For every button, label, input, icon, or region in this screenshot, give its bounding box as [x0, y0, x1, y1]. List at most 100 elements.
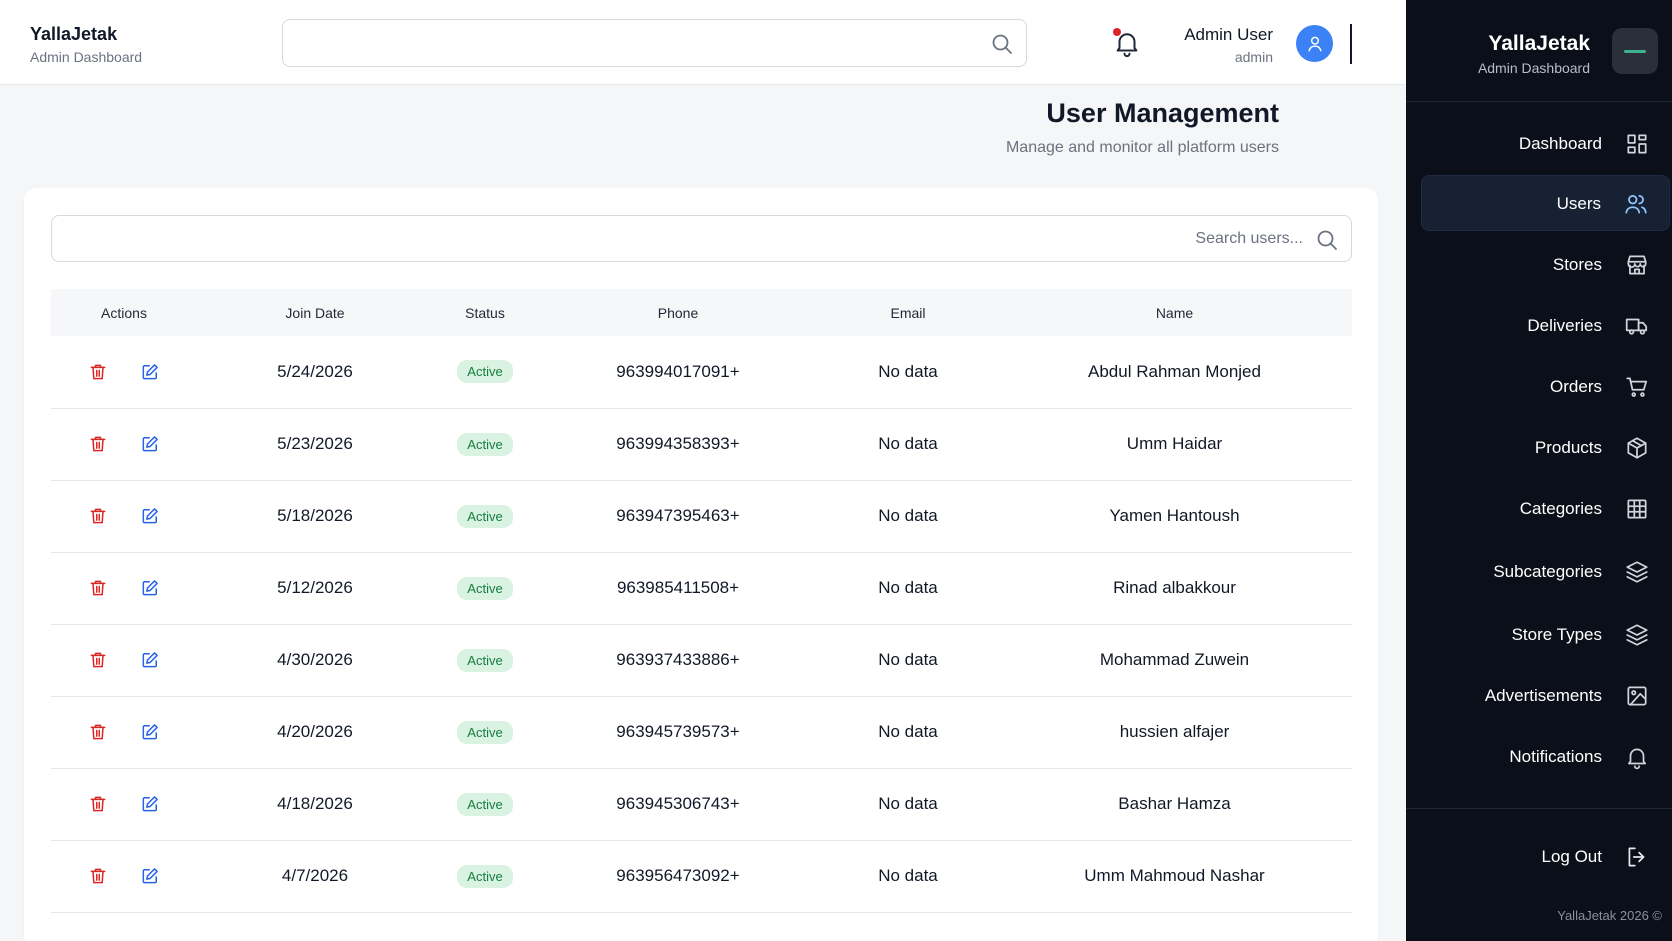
sidebar-item-orders[interactable]: Orders	[1421, 359, 1670, 415]
edit-user-button[interactable]	[138, 576, 162, 600]
truck-icon	[1625, 318, 1648, 335]
column-header-join-date[interactable]: Join Date	[285, 304, 345, 321]
phone-cell: 963937433886+	[616, 650, 740, 669]
email-cell: No data	[878, 866, 938, 885]
user-search-input[interactable]	[52, 216, 1351, 261]
sidebar-brand: YallaJetak Admin Dashboard	[1478, 32, 1590, 76]
sidebar-item-advertisements[interactable]: Advertisements	[1421, 668, 1670, 724]
phone-cell: 963947395463+	[616, 506, 740, 525]
sidebar-item-products[interactable]: Products	[1421, 420, 1670, 476]
column-header-phone[interactable]: Phone	[657, 304, 699, 321]
phone-cell: 963956473092+	[616, 866, 740, 885]
avatar[interactable]	[1296, 25, 1333, 62]
grid-icon	[1627, 134, 1647, 154]
status-cell: Active	[433, 840, 537, 912]
table-row: 5/23/2026 Active 963994358393+ No data Umm H…	[51, 408, 1352, 480]
column-header-name[interactable]: Name	[1155, 304, 1194, 321]
row-actions	[51, 480, 197, 552]
trash-icon	[90, 364, 106, 380]
sidebar-item-label: Dashboard	[1518, 134, 1602, 153]
join-date-cell: 5/23/2026	[277, 434, 353, 453]
delete-user-button[interactable]	[86, 648, 110, 672]
edit-user-button[interactable]	[138, 864, 162, 888]
search-icon[interactable]	[990, 32, 1014, 56]
sidebar-item-deliveries[interactable]: Deliveries	[1421, 298, 1670, 354]
sidebar-item-label: Orders	[1550, 377, 1602, 396]
sidebar-item-notifications[interactable]: Notifications	[1421, 729, 1670, 785]
edit-icon	[142, 436, 158, 452]
layers-icon	[1626, 561, 1648, 583]
phone-cell: 963945306743+	[616, 794, 740, 813]
delete-user-button[interactable]	[86, 720, 110, 744]
bell-icon	[1628, 748, 1646, 770]
column-header-email[interactable]: Email	[890, 304, 926, 321]
sidebar-item-dashboard[interactable]: Dashboard	[1421, 116, 1670, 172]
table-row: 5/12/2026 Active 963985411508+ No data Rinad…	[51, 552, 1352, 624]
edit-user-button[interactable]	[138, 504, 162, 528]
edit-icon	[142, 363, 158, 380]
status-cell: Active	[433, 696, 537, 768]
sidebar-brand-subtitle: Admin Dashboard	[1477, 60, 1590, 76]
global-search-input[interactable]	[282, 19, 1027, 67]
header-brand-name: YallaJetak	[30, 24, 118, 44]
delete-user-button[interactable]	[86, 504, 110, 528]
sidebar-item-store-types[interactable]: Store Types	[1421, 607, 1670, 663]
join-date-cell: 4/20/2026	[277, 722, 353, 741]
sidebar-item-users[interactable]: Users	[1421, 175, 1670, 231]
name-cell: Rinad albakkour	[1113, 578, 1236, 597]
status-cell: Active	[433, 624, 537, 696]
sidebar-item-subcategories[interactable]: Subcategories	[1421, 544, 1670, 600]
user-search-field	[51, 215, 1352, 262]
status-cell: Active	[433, 408, 537, 480]
sidebar-item-categories[interactable]: Categories	[1421, 481, 1670, 537]
join-date-cell: 4/18/2026	[277, 794, 353, 813]
join-date-cell: 4/30/2026	[277, 650, 353, 669]
trash-icon	[90, 436, 106, 452]
search-icon	[1317, 230, 1337, 250]
name-cell: Umm Mahmoud Nashar	[1084, 866, 1265, 885]
status-badge: Active	[457, 792, 513, 816]
sidebar-item-label: Products	[1534, 438, 1602, 457]
delete-user-button[interactable]	[86, 792, 110, 816]
row-actions	[51, 696, 197, 768]
edit-user-button[interactable]	[138, 432, 162, 456]
notification-dot	[1113, 28, 1121, 36]
logout-button[interactable]: Log Out	[1421, 829, 1670, 885]
user-role: admin	[1234, 49, 1273, 65]
logo[interactable]	[1612, 28, 1658, 74]
bell-icon	[1116, 33, 1138, 58]
name-cell: hussien alfajer	[1119, 722, 1230, 741]
email-cell: No data	[878, 506, 938, 525]
edit-user-button[interactable]	[138, 360, 162, 384]
join-date-cell: 5/12/2026	[277, 578, 353, 597]
cart-icon	[1626, 377, 1648, 397]
header-divider	[1350, 24, 1352, 64]
notifications-button[interactable]	[1112, 28, 1142, 58]
phone-cell: 963994358393+	[616, 434, 740, 453]
page-subtitle: Manage and monitor all platform users	[1005, 139, 1279, 156]
sidebar-item-stores[interactable]: Stores	[1421, 237, 1670, 293]
trash-icon	[90, 724, 106, 740]
sidebar-divider-bottom	[1406, 808, 1672, 809]
row-actions	[51, 840, 197, 912]
row-actions	[51, 408, 197, 480]
name-cell: Yamen Hantoush	[1109, 506, 1240, 525]
page-title: User Management	[1046, 98, 1279, 128]
sidebar-item-label: Deliveries	[1527, 316, 1602, 335]
sidebar-divider-top	[1406, 101, 1672, 102]
edit-user-button[interactable]	[138, 792, 162, 816]
delete-user-button[interactable]	[86, 360, 110, 384]
join-date-cell: 5/24/2026	[277, 361, 353, 381]
delete-user-button[interactable]	[86, 864, 110, 888]
edit-user-button[interactable]	[138, 720, 162, 744]
edit-icon	[142, 652, 158, 668]
column-header-status[interactable]: Status	[465, 304, 505, 321]
join-date-cell: 4/7/2026	[281, 866, 349, 885]
edit-user-button[interactable]	[138, 648, 162, 672]
row-actions	[51, 768, 197, 840]
join-date-cell: 5/18/2026	[277, 506, 353, 525]
delete-user-button[interactable]	[86, 576, 110, 600]
email-cell: No data	[878, 650, 938, 669]
delete-user-button[interactable]	[86, 432, 110, 456]
table-grid-icon	[1627, 499, 1647, 519]
